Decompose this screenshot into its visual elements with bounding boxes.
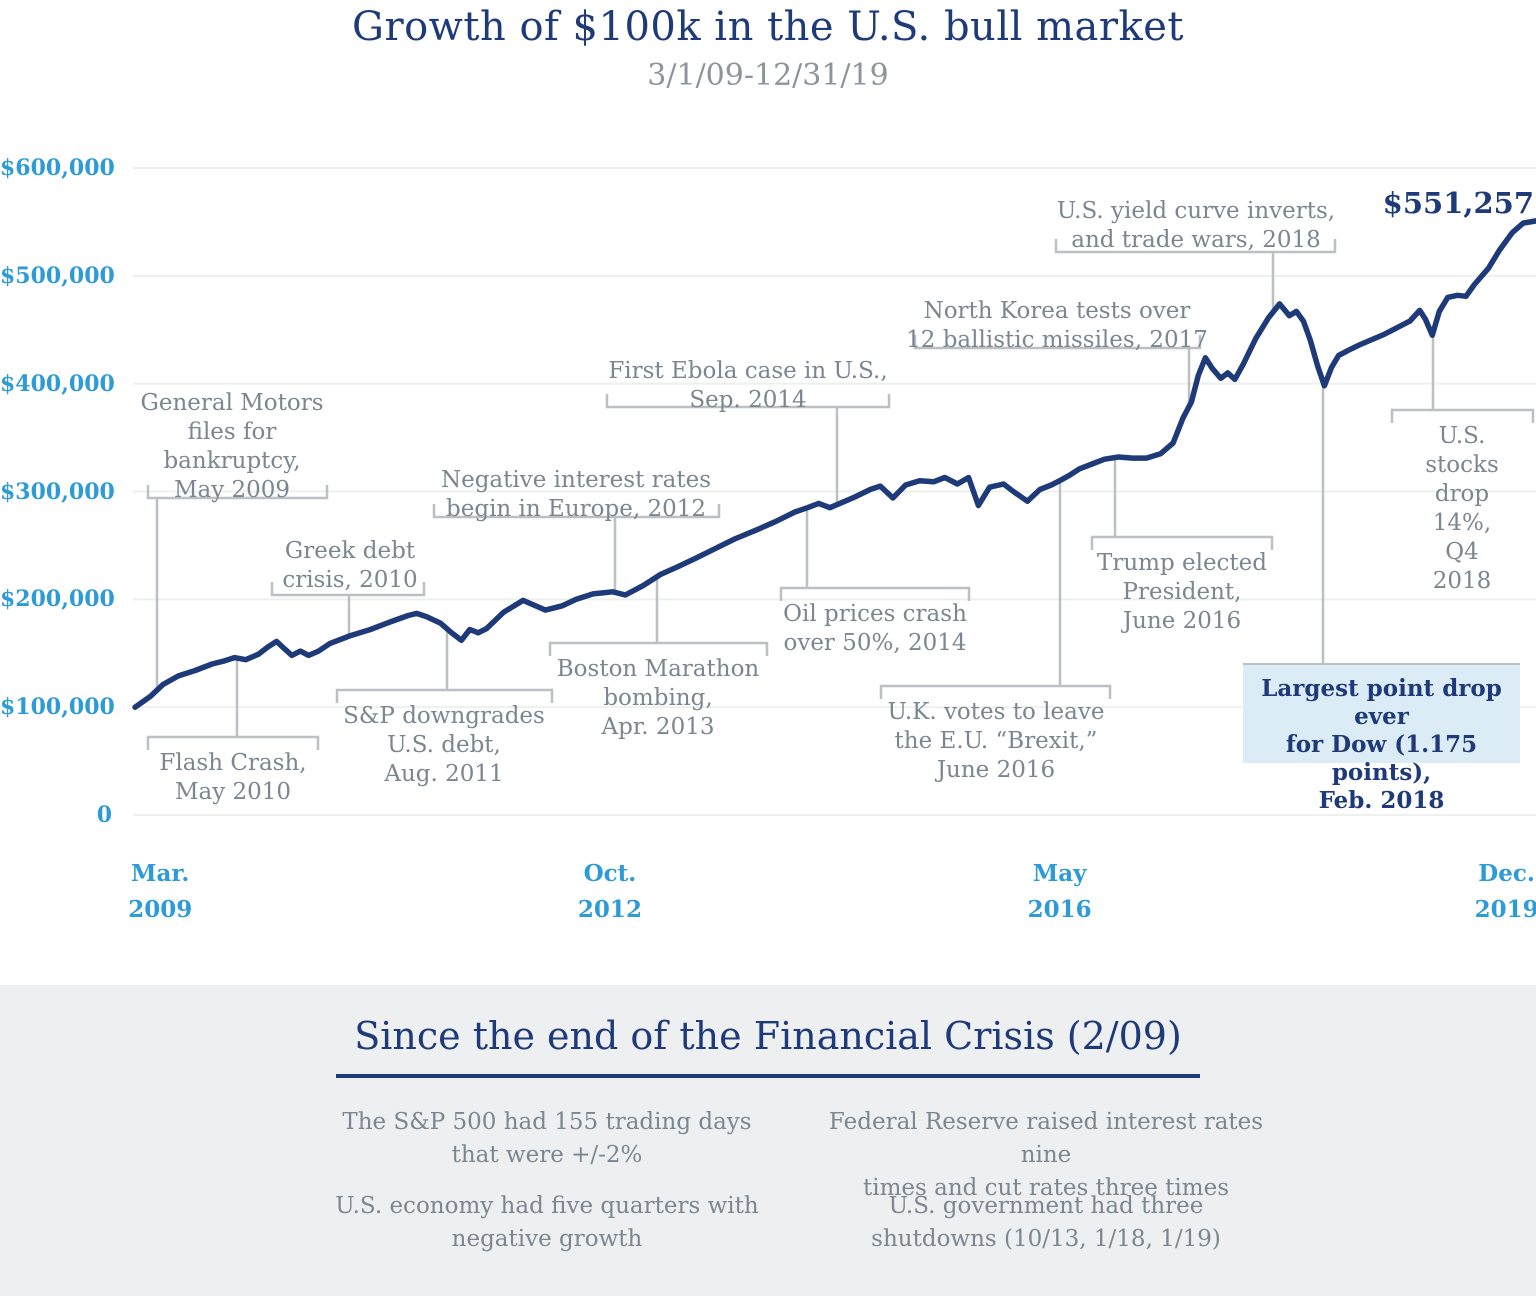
event-annotation: Oil prices crash over 50%, 2014 — [783, 601, 967, 656]
x-tick-label: Dec. 2019 — [1474, 860, 1536, 923]
growth-line — [132, 218, 1536, 710]
event-annotation: Trump elected President, June 2016 — [1096, 550, 1268, 634]
event-annotation: Greek debt crisis, 2010 — [282, 538, 418, 593]
event-annotation: North Korea tests over 12 ballistic miss… — [906, 298, 1208, 353]
event-annotation: General Motors files for bankruptcy, May… — [140, 390, 324, 503]
callout-bracket — [146, 735, 320, 750]
y-tick-label: $600,000 — [0, 155, 115, 182]
y-tick-label: $400,000 — [0, 370, 115, 397]
y-tick-label: 0 — [96, 802, 112, 828]
callout-bracket — [879, 684, 1112, 699]
callout-bracket — [1390, 408, 1535, 423]
footer-heading: Since the end of the Financial Crisis (2… — [354, 1014, 1182, 1058]
callout-bracket — [605, 394, 891, 409]
event-annotation: S&P downgrades U.S. debt, Aug. 2011 — [343, 703, 545, 787]
callout-bracket — [1090, 535, 1274, 550]
x-tick-label: Mar. 2009 — [128, 860, 193, 923]
callout-bracket — [1054, 239, 1337, 254]
event-annotation: Negative interest rates begin in Europe,… — [440, 467, 712, 522]
page-title: Growth of $100k in the U.S. bull market — [352, 4, 1184, 50]
y-tick-label: $200,000 — [0, 586, 115, 613]
event-annotation: U.S. stocks drop 14%, Q4 2018 — [1425, 423, 1499, 594]
footer-fact: U.S. economy had five quarters with nega… — [335, 1193, 759, 1252]
callout-bracket — [779, 586, 971, 601]
x-tick-label: Oct. 2012 — [577, 860, 642, 923]
footer-fact: Federal Reserve raised interest rates ni… — [828, 1109, 1264, 1201]
footer-fact: The S&P 500 had 155 trading days that we… — [342, 1109, 752, 1168]
event-annotation: Boston Marathon bombing, Apr. 2013 — [556, 656, 760, 740]
page-subtitle: 3/1/09-12/31/19 — [647, 58, 889, 93]
y-tick-label: $500,000 — [0, 262, 115, 289]
event-annotation: Flash Crash, May 2010 — [159, 750, 307, 805]
x-tick-label: May 2016 — [1027, 860, 1092, 923]
callout-bracket — [335, 688, 554, 703]
callout-bracket — [548, 641, 769, 656]
footer-fact: U.S. government had three shutdowns (10/… — [871, 1193, 1221, 1252]
event-annotation: First Ebola case in U.S., Sep. 2014 — [608, 358, 888, 413]
callout-bracket — [913, 335, 1202, 350]
y-tick-label: $300,000 — [0, 478, 115, 505]
y-tick-label: $100,000 — [0, 694, 115, 721]
footer-band — [0, 985, 1536, 1296]
callout-bracket — [146, 485, 329, 500]
footer-heading-rule — [336, 1074, 1200, 1078]
highlight-callout-box: Largest point drop ever for Dow (1.175 p… — [1243, 663, 1520, 814]
end-value-label: $551,257 — [1382, 186, 1534, 220]
event-annotation: U.K. votes to leave the E.U. “Brexit,” J… — [887, 699, 1105, 783]
callout-bracket — [432, 504, 721, 519]
event-annotation: U.S. yield curve inverts, and trade wars… — [1056, 198, 1336, 253]
